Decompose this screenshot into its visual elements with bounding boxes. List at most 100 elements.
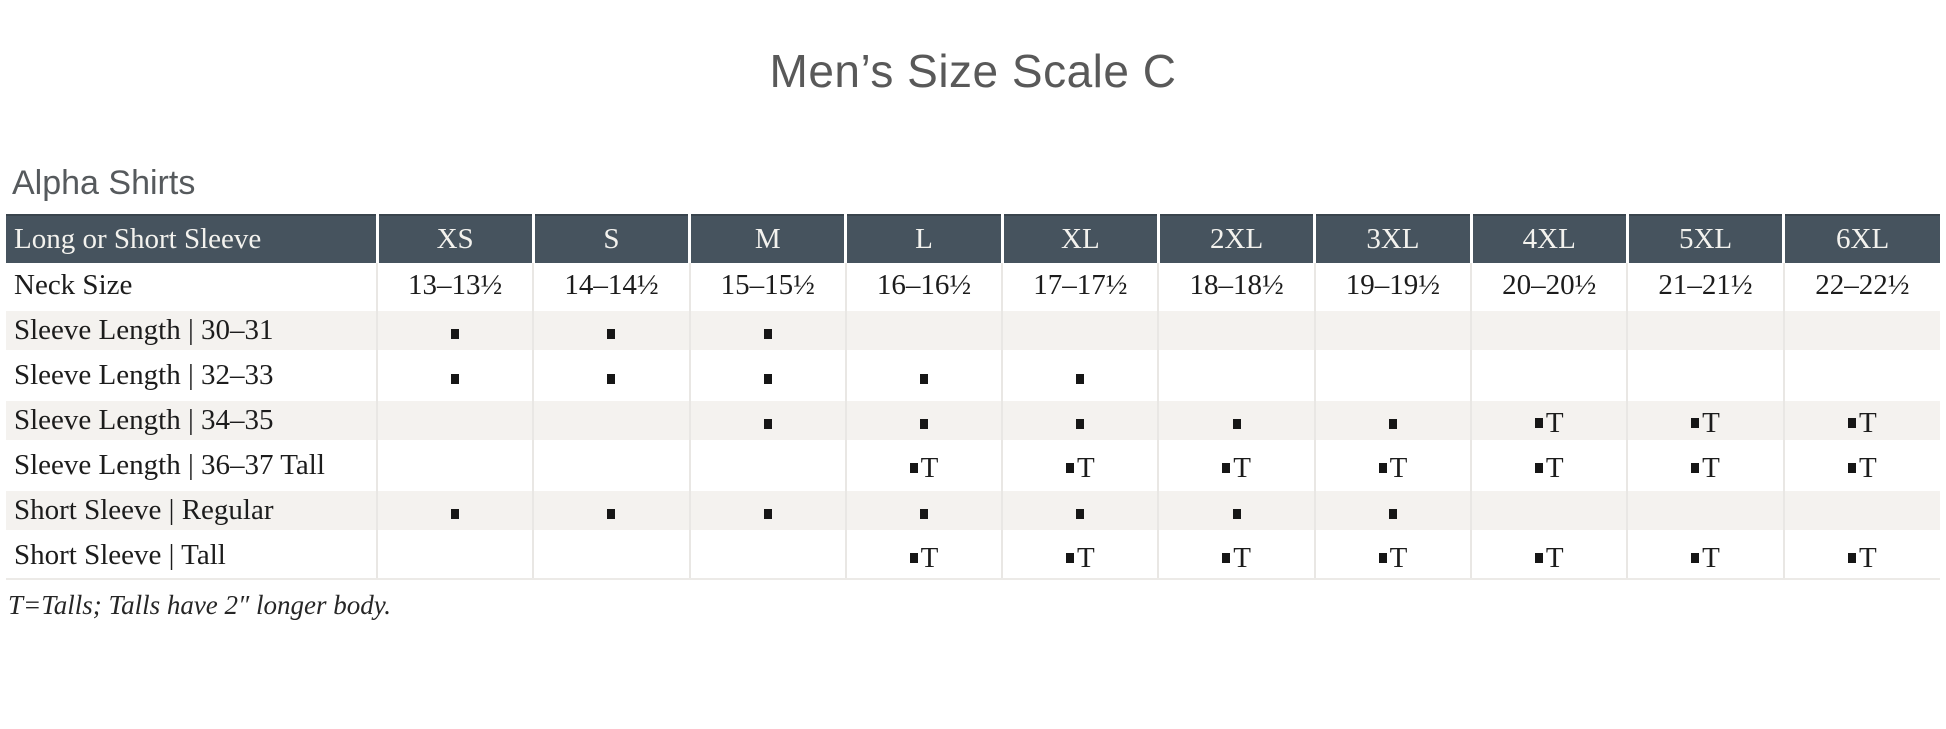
tall-letter: T: [920, 541, 939, 574]
mark-cell: T: [844, 443, 1003, 489]
alpha-shirts-size-table: Long or Short Sleeve XS S M L XL 2XL 3XL 4XL 5XL 6…: [6, 214, 1940, 581]
value-cell: 18–18½: [1157, 263, 1315, 309]
table-row: Sleeve Length | 36–37 Tall T T T T T T T: [6, 443, 1940, 489]
availability-tall-mark: T: [1534, 541, 1564, 574]
value-cell: 20–20½: [1470, 263, 1628, 309]
mark-cell: [1157, 308, 1315, 354]
tall-letter: T: [1545, 451, 1564, 484]
row-label-cell: Short Sleeve | Regular: [6, 488, 377, 534]
square-marker-icon: [1065, 553, 1074, 564]
tall-letter: T: [1389, 541, 1408, 574]
mark-cell: T: [1313, 533, 1472, 581]
square-marker-icon: [909, 463, 918, 474]
availability-mark: [763, 419, 772, 430]
tall-letter: T: [1858, 541, 1877, 574]
availability-tall-mark: T: [1691, 453, 1720, 483]
mark-cell: [1001, 488, 1159, 534]
availability-mark: [1232, 419, 1241, 430]
square-marker-icon: [1378, 553, 1387, 564]
row-label-cell: Short Sleeve | Tall: [6, 533, 377, 581]
mark-cell: T: [1626, 398, 1784, 444]
square-marker-icon: [1388, 509, 1397, 520]
square-marker-icon: [763, 329, 772, 340]
mark-cell: T: [844, 533, 1003, 581]
table-row: Sleeve Length | 32–33: [6, 353, 1940, 399]
square-marker-icon: [607, 374, 616, 385]
availability-mark: [763, 374, 772, 385]
mark-cell: T: [1157, 533, 1315, 581]
availability-mark: [763, 329, 772, 340]
mark-cell: [688, 353, 846, 399]
mark-cell: [532, 353, 690, 399]
mark-cell: [375, 308, 534, 354]
mark-cell: [1782, 488, 1940, 534]
availability-mark: [1076, 419, 1085, 430]
square-marker-icon: [920, 419, 929, 430]
mark-cell: [532, 533, 690, 581]
mark-cell: [375, 398, 534, 444]
page-title: Men’s Size Scale C: [769, 45, 1177, 97]
square-marker-icon: [451, 329, 460, 340]
row-label-cell: Neck Size: [14, 269, 133, 302]
tall-letter: T: [1702, 541, 1720, 574]
square-marker-icon: [1534, 418, 1543, 429]
availability-tall-mark: T: [1378, 453, 1407, 483]
footnote: T=Talls; Talls have 2″ longer body.: [8, 590, 392, 621]
tall-letter: T: [1545, 541, 1564, 574]
tall-letter: T: [1702, 406, 1720, 439]
square-marker-icon: [1847, 553, 1856, 564]
table-row: Short Sleeve | Regular: [6, 488, 1940, 534]
availability-tall-mark: T: [1691, 406, 1720, 439]
square-marker-icon: [1534, 463, 1543, 474]
square-marker-icon: [1691, 418, 1700, 429]
mark-cell: [1001, 308, 1159, 354]
header-size-cell-xl: XL: [1000, 214, 1159, 264]
availability-mark: [607, 509, 616, 520]
availability-mark: [451, 509, 460, 520]
header-size-cell-4xl: 4XL: [1469, 214, 1628, 264]
table-row: Sleeve Length | 34–35 T T T: [6, 398, 1940, 444]
mark-cell: T: [1782, 443, 1940, 489]
availability-mark: [607, 374, 616, 385]
tall-letter: T: [920, 451, 939, 484]
mark-cell: [1157, 488, 1315, 534]
mark-cell: [1313, 488, 1472, 534]
header-size-cell-3xl: 3XL: [1313, 214, 1472, 264]
header-size-cell-2xl: 2XL: [1156, 214, 1315, 264]
square-marker-icon: [763, 374, 772, 385]
availability-tall-mark: T: [1847, 453, 1877, 483]
mark-cell: T: [1626, 533, 1784, 581]
mark-cell: T: [1470, 533, 1628, 581]
header-size-cell-xs: XS: [375, 214, 534, 264]
mark-cell: [1470, 353, 1628, 399]
mark-cell: [1157, 398, 1315, 444]
header-size-cell-6xl: 6XL: [1782, 214, 1940, 264]
mark-cell: [688, 488, 846, 534]
mark-cell: [688, 398, 846, 444]
square-marker-icon: [1847, 463, 1856, 474]
square-marker-icon: [1691, 463, 1700, 474]
mark-cell: T: [1626, 443, 1784, 489]
mark-cell: [688, 308, 846, 354]
square-marker-icon: [451, 374, 460, 385]
availability-mark: [451, 329, 460, 340]
value-cell: 17–17½: [1001, 263, 1159, 309]
mark-cell: [1470, 308, 1628, 354]
availability-mark: [607, 329, 616, 340]
square-marker-icon: [1232, 419, 1241, 430]
mark-cell: [375, 443, 534, 489]
tall-letter: T: [1233, 451, 1251, 484]
availability-tall-mark: T: [909, 451, 939, 484]
mark-cell: T: [1001, 443, 1159, 489]
value-cell: 15–15½: [688, 263, 846, 309]
square-marker-icon: [1534, 553, 1543, 564]
row-label-cell: Sleeve Length | 34–35: [6, 398, 377, 444]
mark-cell: [1313, 308, 1472, 354]
availability-mark: [1388, 509, 1397, 520]
mark-cell: [532, 398, 690, 444]
mark-cell: [1313, 353, 1472, 399]
mark-cell: [1001, 398, 1159, 444]
mark-cell: [844, 353, 1003, 399]
value-cell: 19–19½: [1313, 263, 1472, 309]
value-cell: 22–22½: [1782, 263, 1940, 309]
